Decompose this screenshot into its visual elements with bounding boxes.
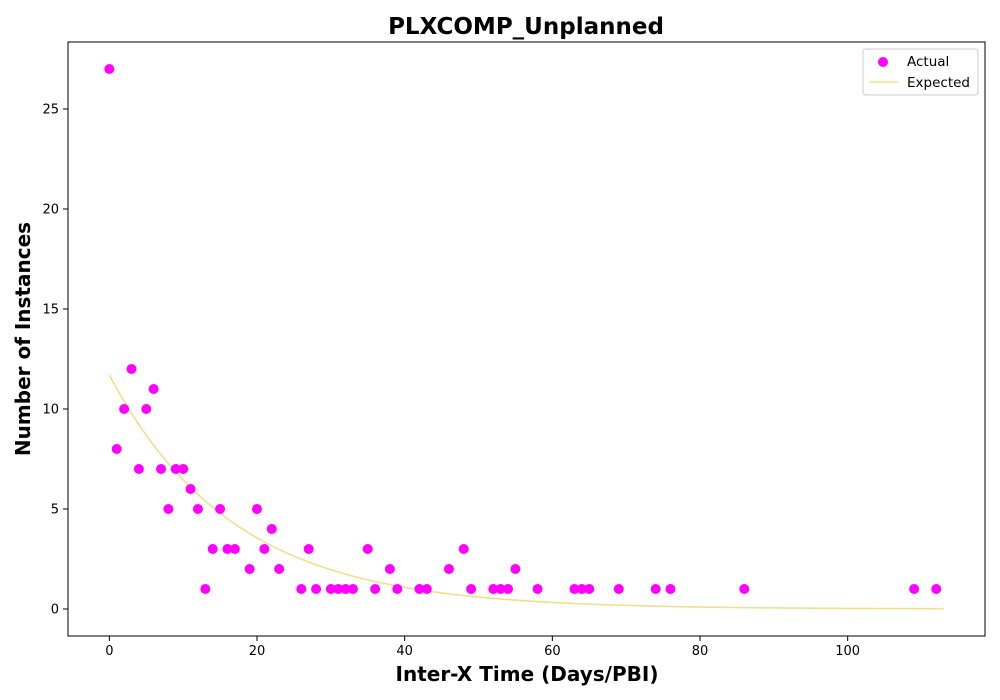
actual-point (274, 564, 285, 574)
actual-point (650, 584, 661, 594)
actual-point (739, 584, 750, 594)
y-axis-label: Number of Instances (11, 222, 35, 456)
actual-point (421, 584, 432, 594)
actual-point (443, 564, 454, 574)
actual-point (185, 484, 196, 494)
expected-series (108, 374, 944, 610)
actual-point (244, 564, 255, 574)
actual-point (207, 544, 218, 554)
x-tick-label: 60 (544, 644, 561, 659)
x-axis: 0 20 40 60 80 100 (105, 636, 860, 659)
legend-box (862, 48, 979, 96)
y-tick-label: 25 (42, 103, 59, 118)
actual-point (340, 584, 351, 594)
legend: Actual Expected (862, 48, 979, 96)
actual-point (126, 364, 137, 374)
actual-point (414, 584, 425, 594)
y-tick-label: 20 (42, 203, 59, 218)
actual-point (931, 584, 942, 594)
actual-point (488, 584, 499, 594)
actual-point (532, 584, 543, 594)
actual-point (163, 504, 174, 514)
actual-point (458, 544, 469, 554)
actual-point (495, 584, 506, 594)
actual-point (384, 564, 395, 574)
actual-point (222, 544, 233, 554)
actual-point (311, 584, 322, 594)
actual-point (252, 504, 263, 514)
x-tick-label: 40 (396, 644, 413, 659)
y-tick-label: 5 (51, 503, 59, 518)
actual-point (613, 584, 624, 594)
actual-series (104, 64, 942, 594)
legend-actual-label: Actual (907, 54, 949, 70)
x-axis-label: Inter-X Time (Days/PBI) (396, 662, 659, 686)
actual-point (362, 544, 373, 554)
actual-point (510, 564, 521, 574)
actual-point (119, 404, 130, 414)
legend-actual-marker (878, 57, 888, 67)
actual-point (370, 584, 381, 594)
actual-point (141, 404, 152, 414)
actual-point (909, 584, 920, 594)
x-tick-label: 20 (249, 644, 266, 659)
actual-point (392, 584, 403, 594)
y-axis: 0 5 10 15 20 25 (42, 103, 68, 618)
y-tick-label: 10 (42, 403, 59, 418)
actual-point (576, 584, 587, 594)
expected-line (108, 374, 944, 610)
actual-point (215, 504, 226, 514)
actual-point (584, 584, 595, 594)
legend-expected-label: Expected (907, 75, 970, 91)
x-tick-label: 80 (692, 644, 709, 659)
actual-point (333, 584, 344, 594)
y-tick-label: 0 (51, 603, 59, 618)
x-tick-label: 100 (835, 644, 860, 659)
actual-point (259, 544, 270, 554)
actual-point (503, 584, 514, 594)
actual-point (569, 584, 580, 594)
actual-point (104, 64, 115, 74)
actual-point (325, 584, 336, 594)
actual-point (148, 384, 159, 394)
chart-title: PLXCOMP_Unplanned (388, 14, 664, 40)
actual-point (266, 524, 277, 534)
actual-point (296, 584, 307, 594)
actual-point (665, 584, 676, 594)
actual-point (156, 464, 167, 474)
y-tick-label: 15 (42, 303, 59, 318)
actual-point (170, 464, 181, 474)
actual-point (229, 544, 240, 554)
plot-area: 0 20 40 60 80 100 0 5 10 15 20 25 (42, 41, 986, 659)
actual-point (111, 444, 122, 454)
actual-point (192, 504, 203, 514)
actual-point (303, 544, 314, 554)
actual-point (133, 464, 144, 474)
actual-point (466, 584, 477, 594)
actual-point (178, 464, 189, 474)
actual-point (200, 584, 211, 594)
actual-point (347, 584, 358, 594)
plot-frame (67, 41, 986, 637)
x-tick-label: 0 (105, 644, 113, 659)
